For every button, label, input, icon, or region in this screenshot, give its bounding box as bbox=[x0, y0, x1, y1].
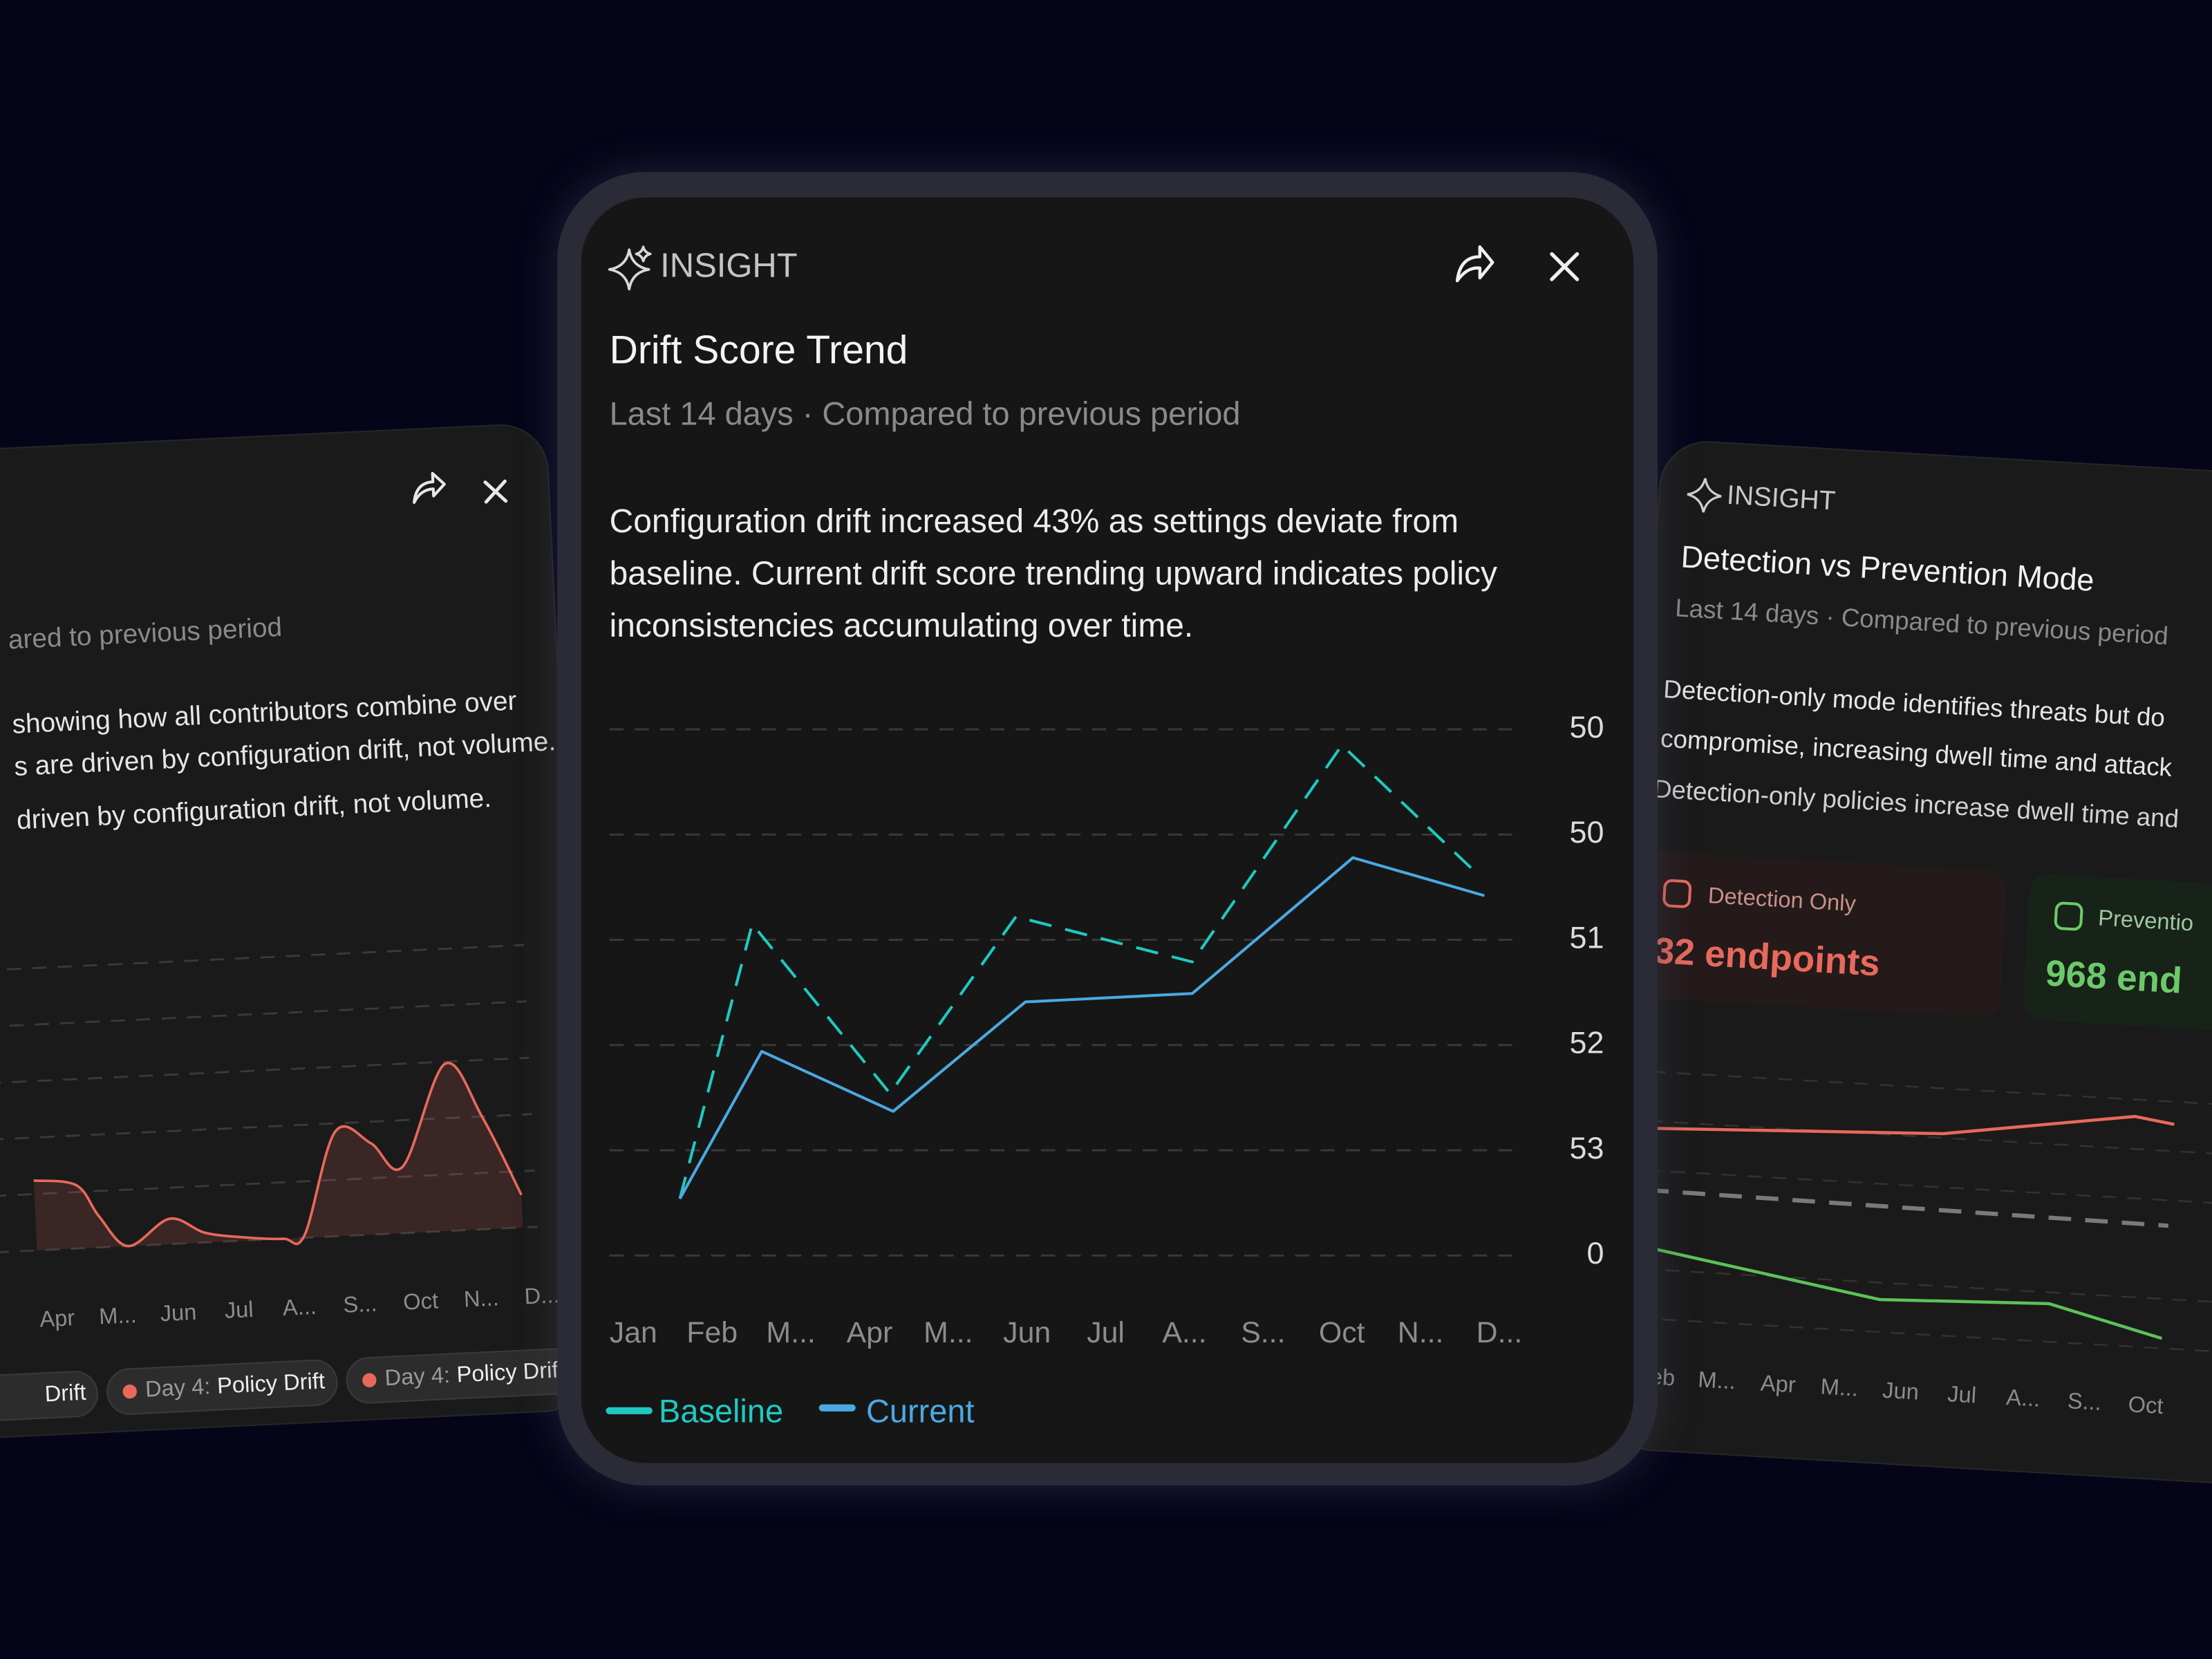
x-tick-label: Oct bbox=[1319, 1316, 1365, 1349]
grid-decoration bbox=[1600, 1067, 2212, 1132]
grid-decoration bbox=[1586, 1314, 2212, 1378]
x-tick-label: Jun bbox=[1003, 1316, 1051, 1349]
x-tick-label: D... bbox=[1477, 1316, 1523, 1349]
sparkle-icon bbox=[608, 245, 652, 291]
stat-box bbox=[1633, 852, 2007, 1018]
chip-value: Policy Drift bbox=[456, 1356, 565, 1387]
area-fill bbox=[33, 1062, 523, 1250]
x-tick-label: M... bbox=[766, 1316, 815, 1349]
x-tick-label: Feb bbox=[686, 1316, 738, 1349]
x-tick-label: Apr bbox=[39, 1304, 75, 1331]
chip bbox=[106, 1359, 338, 1415]
x-tick-label: M... bbox=[1698, 1366, 1736, 1394]
series-line bbox=[1642, 1244, 2163, 1340]
card-body bbox=[581, 197, 1634, 1463]
y-tick-label: 51 bbox=[1569, 919, 1604, 955]
area-line bbox=[33, 1061, 523, 1248]
stat-value: 968 end bbox=[2045, 953, 2184, 1001]
x-tick-label: N... bbox=[1398, 1316, 1444, 1349]
chip-dot bbox=[122, 1384, 138, 1399]
x-tick-label: Jul bbox=[224, 1296, 254, 1323]
x-tick-label: Jan bbox=[610, 1316, 657, 1349]
y-tick-label: 0 bbox=[1586, 1235, 1604, 1271]
x-tick-label: Jul bbox=[1947, 1380, 1977, 1407]
right-card: INSIGHT Detection vs Prevention Mode Las… bbox=[1575, 441, 2212, 1506]
grid-line bbox=[0, 944, 525, 990]
card-header: INSIGHT bbox=[660, 247, 798, 285]
grid-line bbox=[0, 1169, 535, 1215]
chip-label: Day 4: bbox=[144, 1373, 211, 1401]
close-button[interactable] bbox=[483, 479, 508, 504]
grid-line bbox=[0, 1000, 527, 1047]
sparkle-icon bbox=[1687, 478, 1722, 513]
x-tick-label: A... bbox=[2005, 1384, 2041, 1412]
x-tick-label: S... bbox=[1241, 1316, 1285, 1349]
x-tick-label: A... bbox=[1162, 1316, 1206, 1349]
series-line bbox=[678, 856, 1485, 1200]
series-line bbox=[1646, 1188, 2169, 1228]
series-line bbox=[1656, 1114, 2175, 1136]
left-card: ared to previous period showing how all … bbox=[0, 424, 612, 1455]
x-tick-label: Jul bbox=[1087, 1316, 1125, 1349]
x-tick-label: Oct bbox=[2128, 1391, 2164, 1418]
grid-line bbox=[0, 1056, 529, 1103]
x-tick-label: M... bbox=[1820, 1374, 1859, 1401]
close-button[interactable] bbox=[1550, 252, 1580, 281]
y-tick-label: 50 bbox=[1569, 709, 1604, 744]
chip bbox=[0, 1371, 98, 1422]
x-tick-label: A... bbox=[282, 1293, 317, 1320]
card-subtitle: Last 14 days · Compared to previous peri… bbox=[610, 395, 1241, 431]
description-line: inconsistencies accumulating over time. bbox=[610, 608, 1194, 644]
chip-label: Day 4: bbox=[384, 1362, 451, 1390]
stat-box bbox=[2023, 874, 2212, 1043]
share-button[interactable] bbox=[413, 471, 446, 504]
chip-dot bbox=[362, 1373, 377, 1387]
card-header: INSIGHT bbox=[1726, 480, 1836, 516]
x-tick-label: N... bbox=[463, 1284, 499, 1311]
x-tick-label: Apr bbox=[1760, 1370, 1797, 1398]
y-tick-label: 52 bbox=[1569, 1025, 1604, 1060]
x-tick-label: S... bbox=[2067, 1387, 2102, 1415]
stat-icon bbox=[1662, 879, 1692, 908]
description-line: Configuration drift increased 43% as set… bbox=[610, 503, 1459, 540]
y-tick-label: 50 bbox=[1569, 814, 1604, 850]
y-tick-label: 53 bbox=[1569, 1130, 1604, 1165]
stat-icon bbox=[2054, 901, 2083, 931]
x-tick-label: S... bbox=[343, 1291, 378, 1318]
x-tick-label: M... bbox=[98, 1302, 137, 1329]
grid-line bbox=[0, 1226, 538, 1272]
legend-label[interactable]: Baseline bbox=[659, 1393, 783, 1429]
description-line: baseline. Current drift score trending u… bbox=[610, 555, 1497, 592]
center-card bbox=[557, 171, 1658, 1485]
grid-decoration bbox=[1597, 1117, 2212, 1181]
x-tick-label: Jun bbox=[160, 1299, 197, 1326]
chip-value: Policy Drift bbox=[216, 1367, 326, 1398]
grid-decoration bbox=[1589, 1265, 2212, 1329]
chip-value: Drift bbox=[44, 1379, 87, 1407]
grid-decoration bbox=[1595, 1166, 2212, 1230]
grid-line bbox=[0, 1113, 532, 1159]
x-tick-label: Apr bbox=[847, 1316, 893, 1349]
card-title: Drift Score Trend bbox=[610, 328, 908, 372]
share-button[interactable] bbox=[1455, 245, 1494, 283]
legend-label[interactable]: Current bbox=[866, 1393, 974, 1429]
stat-label: Preventio bbox=[2097, 905, 2194, 936]
x-tick-label: M... bbox=[924, 1316, 973, 1349]
x-tick-label: Jun bbox=[1882, 1377, 1920, 1405]
center-card-content: INSIGHT Drift Score Trend Last 14 days ·… bbox=[606, 245, 1604, 1429]
x-tick-label: Oct bbox=[402, 1287, 438, 1314]
x-tick-label: D... bbox=[524, 1282, 560, 1309]
